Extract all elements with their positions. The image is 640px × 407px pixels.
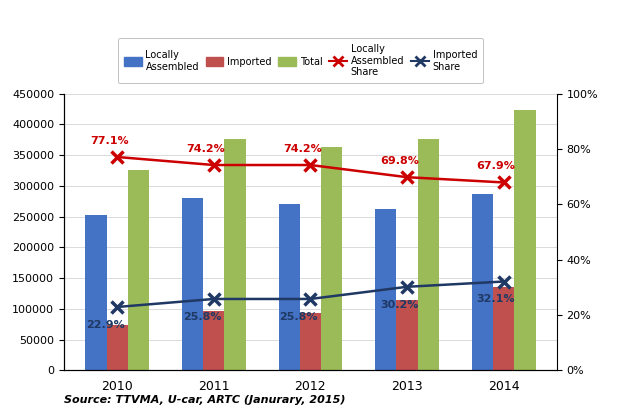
Text: 30.2%: 30.2% [380,300,419,310]
Bar [375,209,396,370]
Bar [203,311,225,370]
Bar [128,170,149,370]
Text: 67.9%: 67.9% [477,161,515,171]
Bar [493,287,515,370]
Text: 69.8%: 69.8% [380,156,419,166]
Text: Source: TTVMA, U-car, ARTC (Janurary, 2015): Source: TTVMA, U-car, ARTC (Janurary, 20… [64,395,346,405]
Text: 74.2%: 74.2% [284,144,322,154]
Text: 32.1%: 32.1% [477,294,515,304]
Bar [106,325,128,370]
Bar [472,194,493,370]
Bar [515,110,536,370]
Legend: Locally
Assembled, Imported, Total, Locally
Assembled
Share, Imported
Share: Locally Assembled, Imported, Total, Loca… [118,38,483,83]
Bar [321,147,342,370]
Bar [225,138,246,370]
Bar [85,215,106,370]
Bar [278,204,300,370]
Text: 74.2%: 74.2% [187,144,225,154]
Text: 77.1%: 77.1% [90,136,129,146]
Bar [300,313,321,370]
Text: 25.8%: 25.8% [183,312,221,322]
Text: 22.9%: 22.9% [86,320,125,330]
Bar [182,198,203,370]
Text: 25.8%: 25.8% [280,312,318,322]
Bar [418,138,439,370]
Bar [396,300,418,370]
